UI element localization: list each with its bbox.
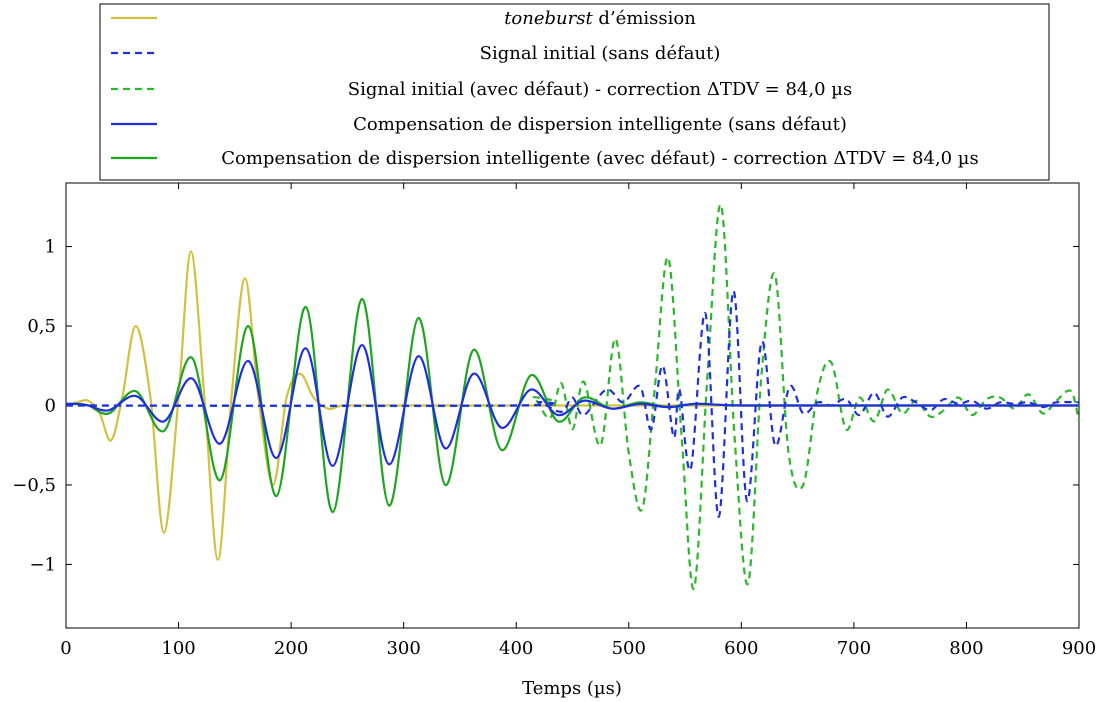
series-layer bbox=[65, 203, 1081, 590]
x-tick-label: 400 bbox=[499, 638, 533, 659]
x-axis-title: Temps (µs) bbox=[522, 678, 622, 699]
legend-box bbox=[99, 3, 1050, 181]
series-compensation-avec-defaut bbox=[65, 297, 1079, 514]
legend: toneburst d’émission Signal initial (sans… bbox=[99, 3, 1050, 181]
legend-label: Compensation de dispersion intelligente … bbox=[353, 114, 847, 135]
x-tick-label: 200 bbox=[274, 638, 308, 659]
axis-ticks: 0 100 200 300 400 500 600 700 800 900 −1 −0,5 0 0,5 1 bbox=[12, 183, 1096, 659]
x-tick-label: 0 bbox=[60, 638, 71, 659]
x-tick-label: 500 bbox=[612, 638, 646, 659]
x-tick-label: 800 bbox=[949, 638, 983, 659]
legend-label: Compensation de dispersion intelligente … bbox=[221, 148, 978, 169]
series-initial-sans-defaut bbox=[65, 289, 1080, 518]
x-tick-label: 100 bbox=[161, 638, 195, 659]
legend-label: Signal initial (sans défaut) bbox=[480, 43, 721, 64]
y-tick-label: 0 bbox=[45, 396, 56, 417]
x-tick-label: 300 bbox=[386, 638, 420, 659]
legend-label: Signal initial (avec défaut) - correctio… bbox=[348, 79, 852, 100]
y-tick-label: −0,5 bbox=[12, 475, 56, 496]
legend-label: toneburst d’émission bbox=[504, 8, 696, 29]
y-tick-label: 1 bbox=[45, 237, 56, 258]
x-tick-label: 600 bbox=[724, 638, 758, 659]
x-tick-label: 700 bbox=[837, 638, 871, 659]
series-initial-avec-defaut bbox=[65, 203, 1081, 590]
y-tick-label: −1 bbox=[29, 554, 56, 575]
y-tick-label: 0,5 bbox=[27, 316, 56, 337]
x-tick-label: 900 bbox=[1062, 638, 1096, 659]
series-compensation-sans-defaut bbox=[65, 344, 1079, 467]
